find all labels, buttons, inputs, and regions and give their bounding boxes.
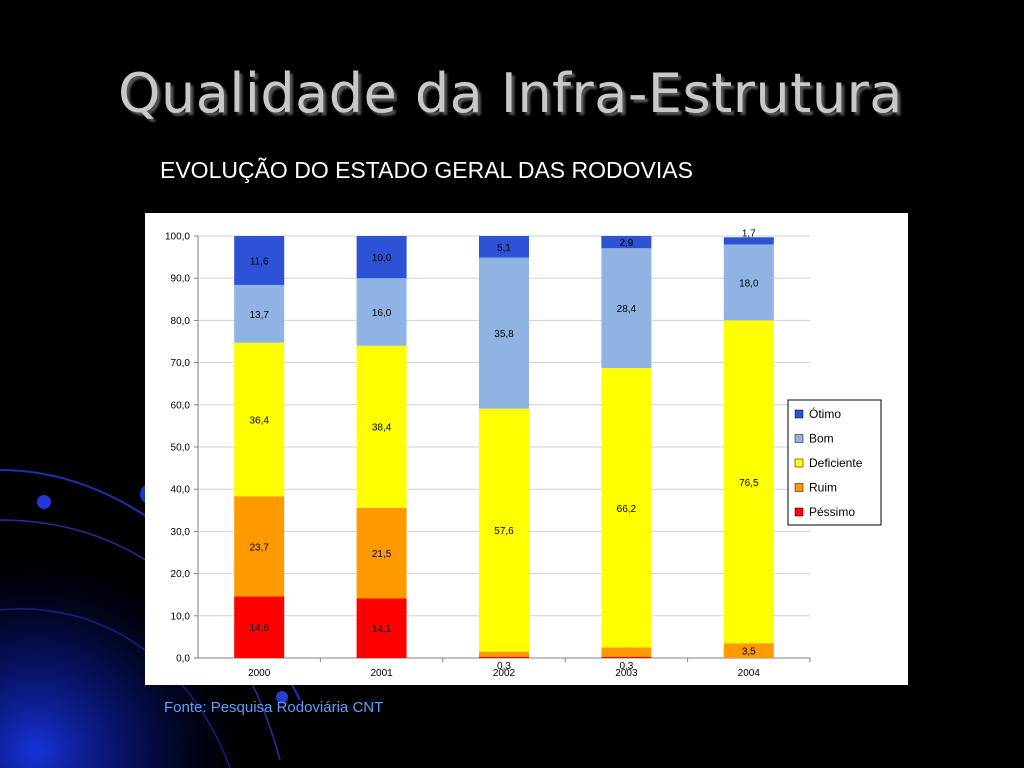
data-label: 0,3 [497,661,511,672]
y-tick-label: 100,0 [165,232,190,243]
x-tick-label: 2000 [248,668,271,679]
source-note: Fonte: Pesquisa Rodoviária CNT [164,699,384,716]
legend-swatch-ruim [794,483,804,492]
data-label: 57,6 [494,526,514,537]
y-tick-label: 0,0 [176,654,190,665]
data-label: 76,5 [739,478,759,489]
data-label: 13,7 [249,310,269,321]
y-tick-label: 70,0 [171,358,191,369]
bar-segment-ruim-2001 [356,507,407,599]
data-label: 36,4 [249,416,269,427]
data-label: 11,6 [250,256,269,267]
bar-segment-ruim-2004 [723,643,774,658]
bar-segment-bom-2004 [723,244,774,321]
bar-segment-otimo-2002 [479,236,529,258]
bar-segment-deficiente-2003 [601,368,652,648]
legend-label-otimo: Ótimo [809,406,841,421]
legend-label-bom: Bom [809,432,834,446]
bar-segment-pessimo-2001 [356,598,407,658]
x-tick-label: 2004 [738,668,761,679]
x-tick-label: 2002 [493,668,516,679]
y-tick-label: 10,0 [171,611,191,622]
stacked-bar-chart: 0,0 10,0 20,0 30,0 40,0 50,0 60,0 70,0 80,0 90,0 1… [165,228,882,679]
data-label: 10,0 [372,253,392,264]
data-label: 0,3 [619,661,633,672]
y-tick-label: 50,0 [171,443,191,454]
y-tick-label: 30,0 [171,527,191,538]
legend-swatch-deficiente [794,458,804,468]
data-label: 18,0 [739,278,759,289]
bar-segment-deficiente-2002 [479,408,529,652]
legend-swatch-pessimo [794,507,804,517]
legend-label-ruim: Ruim [809,481,837,495]
data-label: 14,6 [249,623,269,634]
bar-segment-ruim-2000 [234,496,285,597]
bar-segment-otimo-2001 [356,236,407,279]
bar-segment-pessimo-2002 [479,656,529,658]
chart-panel: 0,0 10,0 20,0 30,0 40,0 50,0 60,0 70,0 80,0 90,0 1… [145,213,908,685]
data-label: 66,2 [617,504,637,515]
bar-segment-deficiente-2000 [234,342,285,497]
bar-segment-bom-2003 [601,248,652,369]
y-tick-label: 90,0 [171,274,191,285]
legend-swatch-otimo [794,409,804,419]
data-label: 38,4 [372,423,392,434]
data-label: 1,7 [742,228,756,239]
data-label: 23,7 [249,542,269,553]
legend-box [787,399,882,526]
legend-label-deficiente: Deficiente [809,456,863,470]
legend-swatch-bom [794,434,804,443]
data-label: 16,0 [372,308,392,319]
x-tick-label: 2003 [615,668,638,679]
data-label: 35,8 [494,329,514,340]
data-label: 21,5 [372,549,392,560]
y-tick-label: 40,0 [171,485,191,496]
bar-segment-bom-2001 [356,278,407,346]
data-label: 14,1 [372,624,392,635]
bar-segment-bom-2002 [479,257,529,409]
bar-segment-deficiente-2004 [723,320,774,644]
chart-subtitle: EVOLUÇÃO DO ESTADO GERAL DAS RODOVIAS [160,157,693,183]
slide-title: Qualidade da Infra-Estrutura [118,62,903,125]
data-label: 3,5 [742,647,756,658]
bar-segment-pessimo-2000 [234,596,285,658]
bar-segment-ruim-2003 [601,647,652,657]
legend-label-pessimo: Péssimo [809,505,855,519]
bar-segment-bom-2000 [234,284,285,343]
bar-segment-otimo-2004 [723,237,774,245]
bar-segment-pessimo-2003 [601,656,652,658]
bar-segment-otimo-2000 [234,236,285,285]
y-tick-label: 20,0 [171,569,191,580]
y-tick-label: 60,0 [171,400,191,411]
data-label: 2,9 [619,238,633,249]
data-label: 5,1 [497,243,511,254]
bar-segment-deficiente-2001 [356,345,407,508]
data-label: 28,4 [617,304,637,315]
x-tick-label: 2001 [370,668,393,679]
bar-segment-ruim-2002 [479,651,529,657]
bar-segment-otimo-2003 [601,236,652,249]
y-tick-label: 80,0 [171,316,191,327]
